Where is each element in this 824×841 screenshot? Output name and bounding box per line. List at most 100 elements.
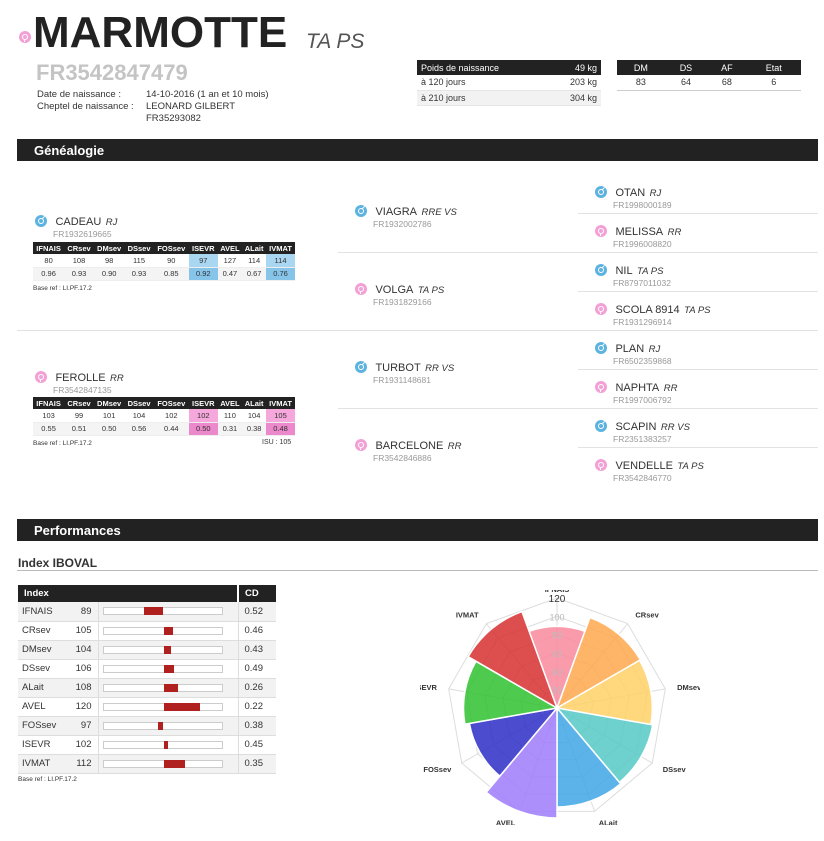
animal-breed: RR (667, 227, 682, 238)
iboval-bar-cell (98, 735, 239, 755)
iboval-bar (102, 702, 223, 711)
index-value: 90 (153, 254, 190, 268)
index-value: 80 (33, 254, 65, 268)
animal-name: VENDELLE (615, 460, 673, 472)
iboval-cd: 0.35 (238, 754, 276, 774)
isu-value: ISU : 105 (262, 439, 292, 446)
index-value: 115 (124, 254, 154, 268)
score-header: DM (617, 60, 665, 75)
index-cd: 0.67 (242, 267, 267, 281)
pedigree-animal[interactable]: PLAN RJ FR6502359868 (595, 339, 672, 366)
polar-tick: 20 (552, 686, 562, 696)
dam-entry[interactable]: FEROLLE RR FR3542847135 (35, 368, 124, 395)
index-header: ISEVR (189, 397, 218, 409)
index-header: DMsev (93, 242, 125, 254)
animal-code: FR1997006792 (613, 395, 672, 405)
pedigree-animal[interactable]: TURBOT RR VS FR1931148681 (355, 358, 454, 385)
pedigree-animal[interactable]: SCOLA 8914 TA PS FR1931296914 (595, 300, 711, 327)
divider (578, 213, 818, 214)
female-icon (35, 370, 47, 383)
index-value: 108 (64, 254, 94, 268)
iboval-cd: 0.43 (238, 640, 276, 660)
animal-code: FR1931148681 (373, 375, 431, 385)
iboval-bar-cell (98, 640, 239, 660)
weight-label: à 120 jours (417, 75, 548, 91)
birth-date-label: Date de naissance : (37, 89, 121, 100)
male-icon (595, 419, 607, 432)
pedigree-animal[interactable]: OTAN RJ FR1998000189 (595, 183, 672, 210)
index-value: 103 (33, 409, 65, 423)
index-value: 99 (64, 409, 94, 423)
iboval-cd-header: CD (238, 585, 276, 602)
animal-breed: TA PS (637, 266, 664, 277)
birth-date-value: 14-10-2016 (1 an et 10 mois) (146, 89, 269, 100)
index-value: 105 (266, 409, 295, 423)
pedigree-animal[interactable]: VENDELLE TA PS FR3542846770 (595, 456, 704, 483)
pedigree-animal[interactable]: NAPHTA RR FR1997006792 (595, 378, 677, 405)
iboval-bar-fill (163, 759, 186, 768)
pedigree-animal[interactable]: NIL TA PS FR8797011032 (595, 261, 671, 288)
index-cd: 0.92 (189, 267, 218, 281)
index-header: ISEVR (189, 242, 218, 254)
pedigree-animal[interactable]: BARCELONE RR FR3542846886 (355, 436, 462, 463)
weight-value: 203 kg (547, 75, 601, 91)
iboval-bar-fill (163, 740, 168, 749)
polar-axis-label: IVMAT (456, 611, 479, 620)
iboval-row: IVMAT 112 0.35 (18, 754, 276, 774)
birth-herd-code: FR35293082 (146, 113, 201, 124)
dam-code: FR3542847135 (53, 385, 112, 395)
polar-axis-label: DMsev (677, 683, 700, 692)
pedigree-animal[interactable]: MELISSA RR FR1996008820 (595, 222, 681, 249)
polar-axis-label: DSsev (663, 765, 687, 774)
iboval-table: Index CD IFNAIS 89 0.52 CRsev 105 0.46 DMs… (18, 585, 276, 774)
index-header: FOSsev (153, 397, 190, 409)
index-header: AVEL (217, 397, 243, 409)
iboval-bar-fill (163, 664, 175, 673)
index-value: 104 (242, 409, 267, 423)
animal-breed: RR VS (425, 363, 455, 374)
iboval-bar (102, 626, 223, 635)
birth-herd-value: LEONARD GILBERT (146, 101, 236, 112)
iboval-bar-cell (98, 678, 239, 698)
polar-slice-avel (485, 705, 558, 819)
polar-slice-crsev (555, 616, 642, 710)
animal-breed: RJ (648, 344, 661, 355)
index-cd: 0.85 (153, 267, 190, 281)
iboval-cd: 0.49 (238, 659, 276, 679)
index-header: DMsev (93, 397, 125, 409)
score-value: 6 (746, 75, 801, 91)
index-header: DSsev (124, 242, 154, 254)
animal-name: TURBOT (375, 362, 421, 374)
animal-name: PLAN (615, 343, 645, 355)
polar-tick: 120 (549, 594, 566, 605)
iboval-row: CRsev 105 0.46 (18, 621, 276, 641)
index-header: IFNAIS (33, 397, 65, 409)
pedigree-animal[interactable]: VOLGA TA PS FR1931829166 (355, 280, 444, 307)
index-cd: 0.90 (93, 267, 125, 281)
iboval-row: AVEL 120 0.22 (18, 697, 276, 717)
iboval-bar (102, 607, 223, 616)
index-value: 114 (266, 254, 295, 268)
iboval-cd: 0.52 (238, 602, 276, 622)
index-cd: 0.55 (33, 422, 65, 436)
animal-code: FR3542846770 (613, 473, 672, 483)
divider (578, 369, 818, 370)
index-value: 102 (153, 409, 190, 423)
pedigree-animal[interactable]: VIAGRA RRE VS FR1932002786 (355, 202, 457, 229)
iboval-title: Index IBOVAL (18, 556, 98, 570)
female-icon (355, 438, 367, 451)
index-cd: 0.51 (64, 422, 94, 436)
index-value: 102 (189, 409, 218, 423)
polar-axis-label: ALait (599, 819, 618, 825)
iboval-label: AVEL (18, 697, 68, 717)
sire-name: CADEAU (55, 216, 102, 228)
index-cd: 0.38 (242, 422, 267, 436)
animal-name: VIAGRA (375, 206, 418, 218)
sire-breed: RJ (105, 217, 118, 228)
weight-title: Poids de naissance (417, 60, 548, 75)
sire-entry[interactable]: CADEAU RJ FR1932619665 (35, 212, 117, 239)
index-cd: 0.56 (124, 422, 154, 436)
pedigree-animal[interactable]: SCAPIN RR VS FR2351383257 (595, 417, 690, 444)
sire-base-ref: Base ref : LI.PF.17.2 (33, 285, 92, 292)
index-cd: 0.47 (217, 267, 243, 281)
